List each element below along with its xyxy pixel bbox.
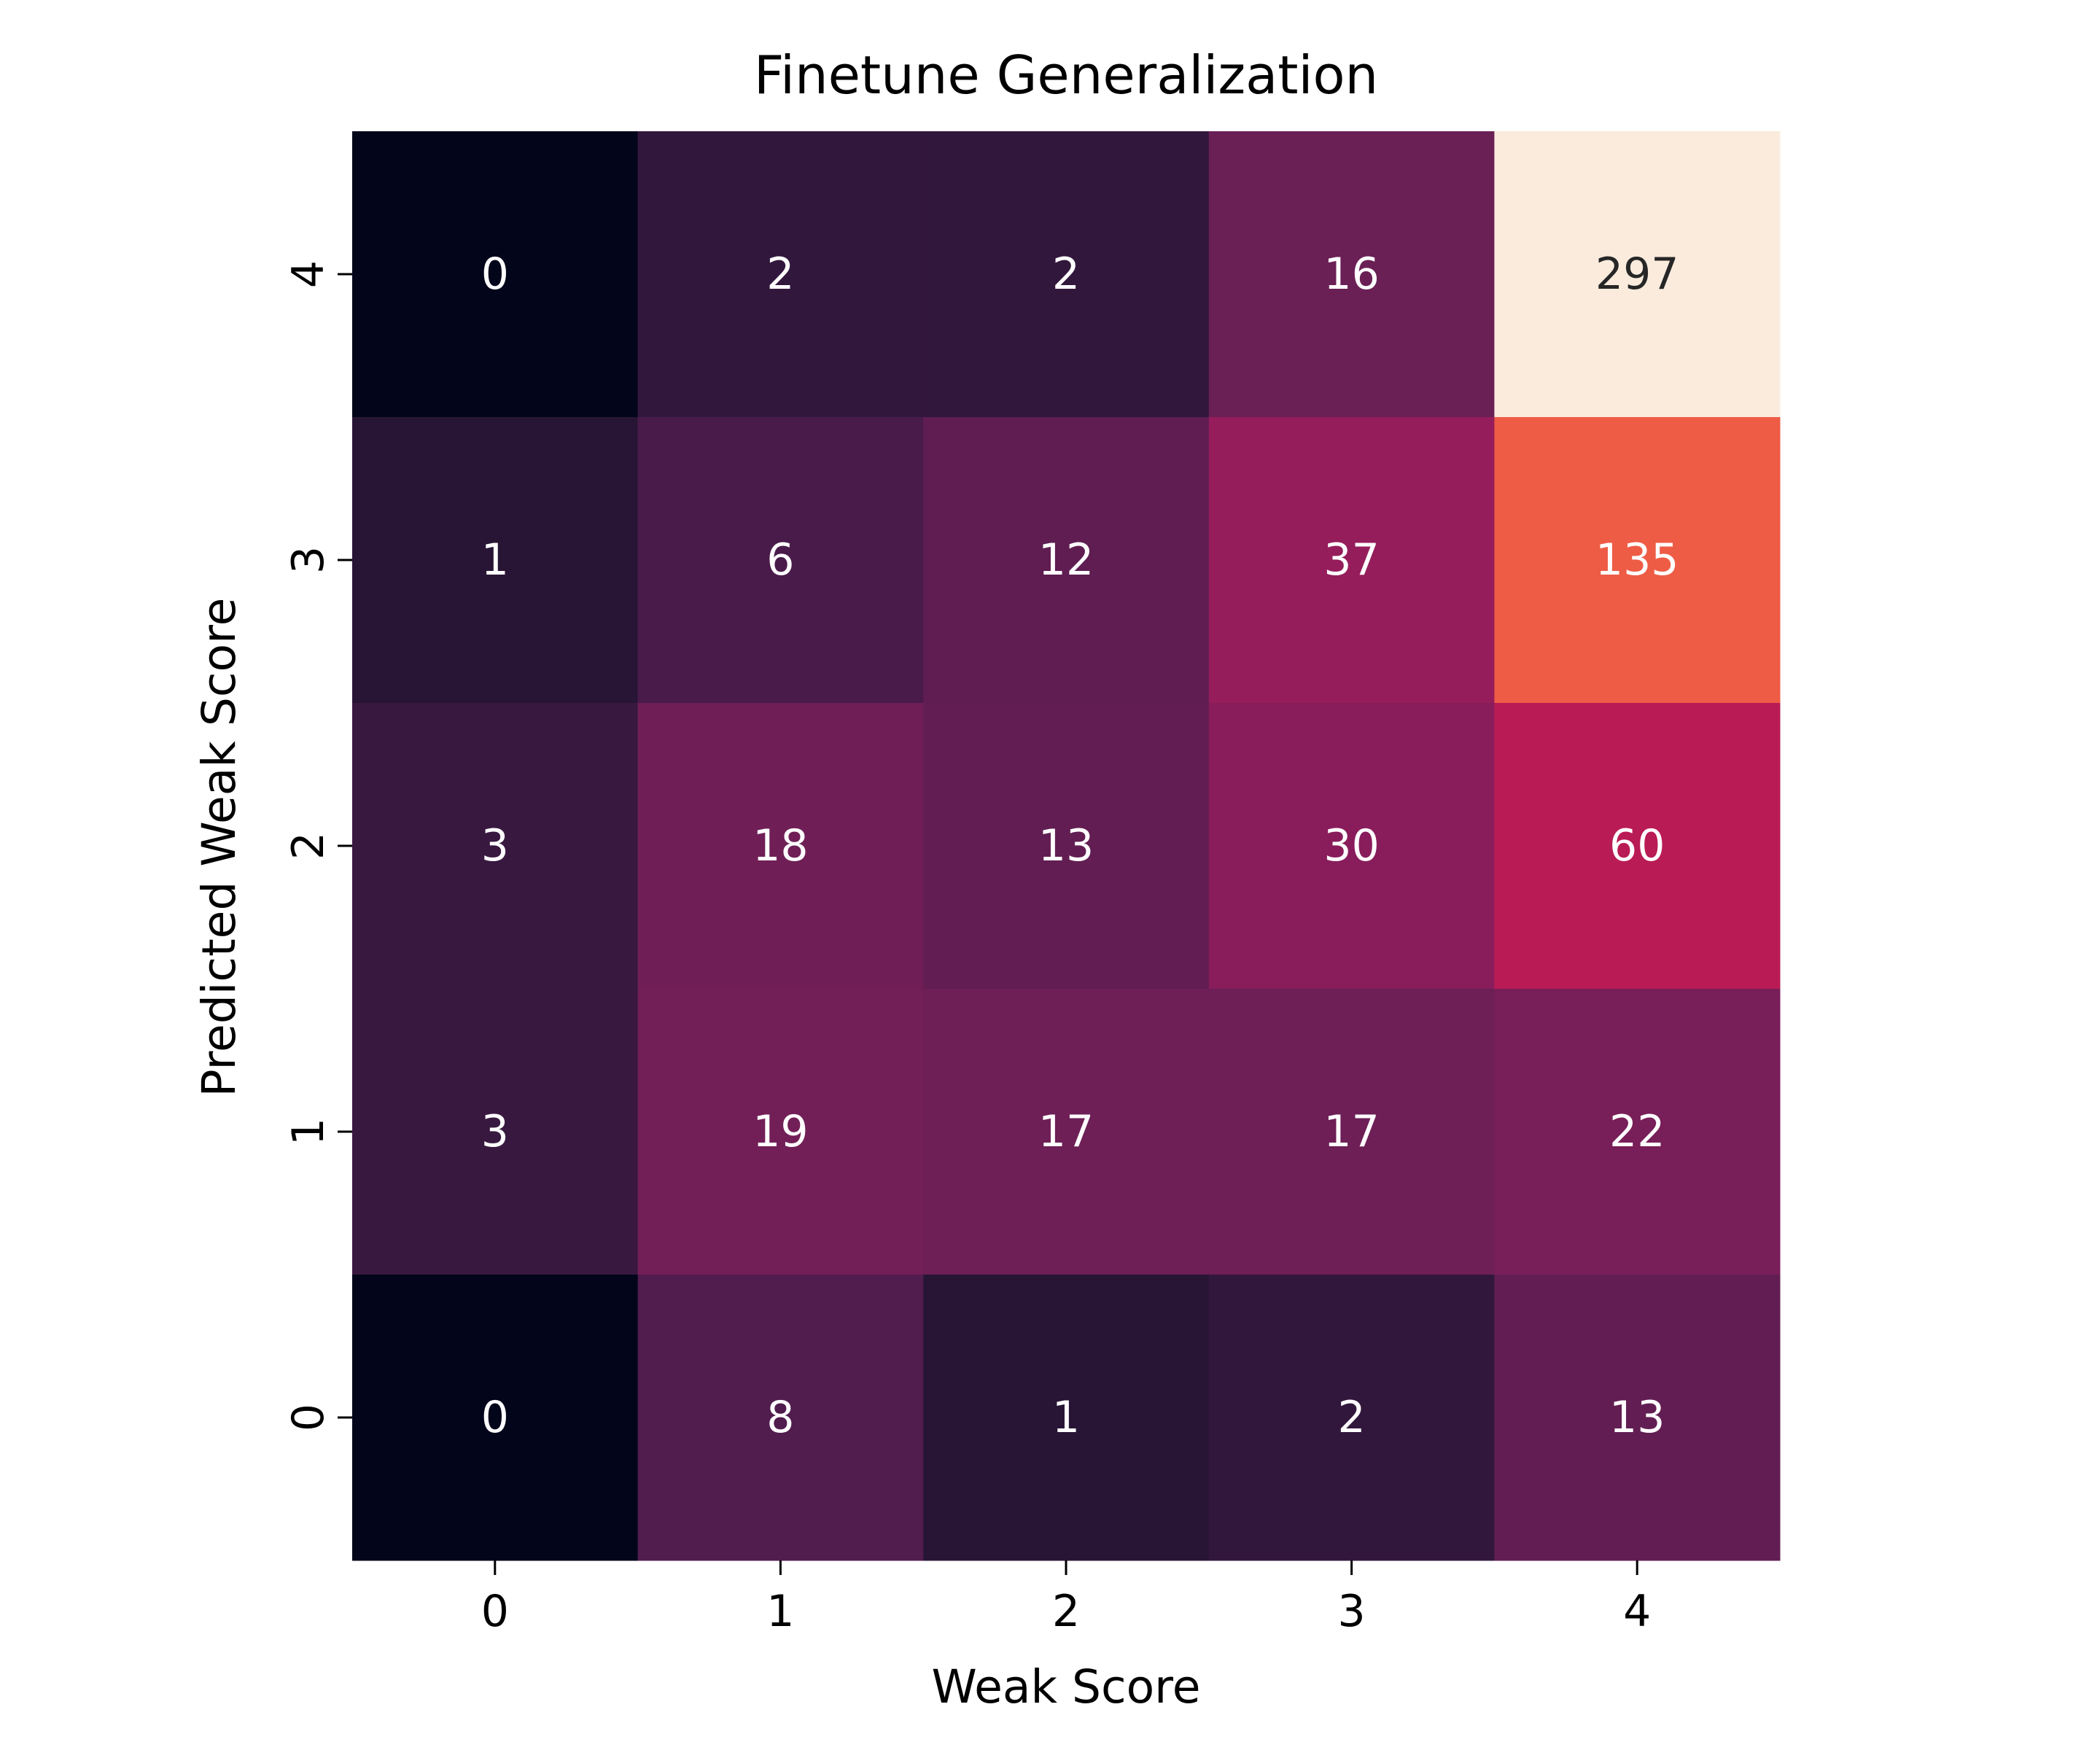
cell-value-label: 13 <box>1038 820 1094 871</box>
cell-value-label: 2 <box>766 249 794 300</box>
cell-value-label: 60 <box>1609 820 1665 871</box>
y-tick-label: 1 <box>283 1118 334 1146</box>
heatmap-cells <box>352 131 1781 1561</box>
heatmap-cell-r1-c1 <box>637 989 924 1275</box>
chart-title: Finetune Generalization <box>754 44 1378 106</box>
heatmap-cell-r4-c4 <box>1494 131 1781 418</box>
cell-value-label: 8 <box>766 1392 794 1443</box>
y-axis-ticks: 4 3 2 1 0 <box>283 260 352 1431</box>
y-tick-label: 4 <box>283 260 334 288</box>
heatmap-cell-r1-c2 <box>923 989 1210 1275</box>
cell-value-label: 12 <box>1038 534 1094 586</box>
cell-value-label: 2 <box>1052 249 1080 300</box>
heatmap-cell-r3-c0 <box>352 417 639 704</box>
heatmap-cell-r3-c4 <box>1494 417 1781 704</box>
heatmap-cell-r0-c2 <box>923 1275 1210 1561</box>
heatmap-cell-r1-c0 <box>352 989 639 1275</box>
heatmap-cell-r4-c0 <box>352 131 639 418</box>
heatmap-cell-r0-c1 <box>637 1275 924 1561</box>
cell-value-label: 135 <box>1595 534 1679 586</box>
heatmap-cell-r0-c0 <box>352 1275 639 1561</box>
cell-value-label: 18 <box>752 820 808 871</box>
x-tick-label: 3 <box>1338 1586 1366 1637</box>
cell-value-label: 30 <box>1323 820 1379 871</box>
cell-value-label: 3 <box>481 820 509 871</box>
heatmap-cell-r2-c4 <box>1494 703 1781 989</box>
heatmap-cell-r0-c4 <box>1494 1275 1781 1561</box>
x-tick-label: 0 <box>481 1586 509 1637</box>
heatmap-cell-r2-c2 <box>923 703 1210 989</box>
heatmap-cell-r1-c4 <box>1494 989 1781 1275</box>
y-tick-label: 0 <box>283 1404 334 1431</box>
cell-value-label: 0 <box>481 1392 509 1443</box>
heatmap-cell-r3-c1 <box>637 417 924 704</box>
y-axis-label: Predicted Weak Score <box>192 598 246 1097</box>
heatmap-cell-r2-c1 <box>637 703 924 989</box>
x-tick-label: 4 <box>1623 1586 1651 1637</box>
cell-value-label: 1 <box>1052 1392 1080 1443</box>
x-axis-label: Weak Score <box>932 1660 1201 1714</box>
x-tick-label: 1 <box>766 1586 794 1637</box>
x-tick-label: 2 <box>1052 1586 1080 1637</box>
heatmap-cell-r3-c3 <box>1208 417 1495 704</box>
cell-value-label: 297 <box>1595 249 1679 300</box>
heatmap-cell-r4-c2 <box>923 131 1210 418</box>
cell-value-label: 6 <box>766 534 794 586</box>
cell-value-label: 0 <box>481 249 509 300</box>
y-tick-label: 2 <box>283 832 334 860</box>
heatmap-cell-r1-c3 <box>1208 989 1495 1275</box>
heatmap-cell-r4-c1 <box>637 131 924 418</box>
x-axis-ticks: 0 1 2 3 4 <box>481 1560 1651 1637</box>
cell-value-label: 13 <box>1609 1392 1665 1443</box>
cell-value-label: 1 <box>481 534 509 586</box>
cell-value-label: 2 <box>1338 1392 1366 1443</box>
cell-value-label: 3 <box>481 1106 509 1157</box>
cell-value-label: 22 <box>1609 1106 1665 1157</box>
cell-value-label: 16 <box>1323 249 1379 300</box>
heatmap-cell-r2-c3 <box>1208 703 1495 989</box>
cell-value-label: 17 <box>1323 1106 1379 1157</box>
heatmap-cell-r3-c2 <box>923 417 1210 704</box>
heatmap-cell-r4-c3 <box>1208 131 1495 418</box>
cell-value-label: 19 <box>752 1106 808 1157</box>
heatmap-cell-r2-c0 <box>352 703 639 989</box>
cell-value-label: 37 <box>1323 534 1379 586</box>
y-tick-label: 3 <box>283 546 334 574</box>
heatmap-cell-r0-c3 <box>1208 1275 1495 1561</box>
cell-value-label: 17 <box>1038 1106 1094 1157</box>
